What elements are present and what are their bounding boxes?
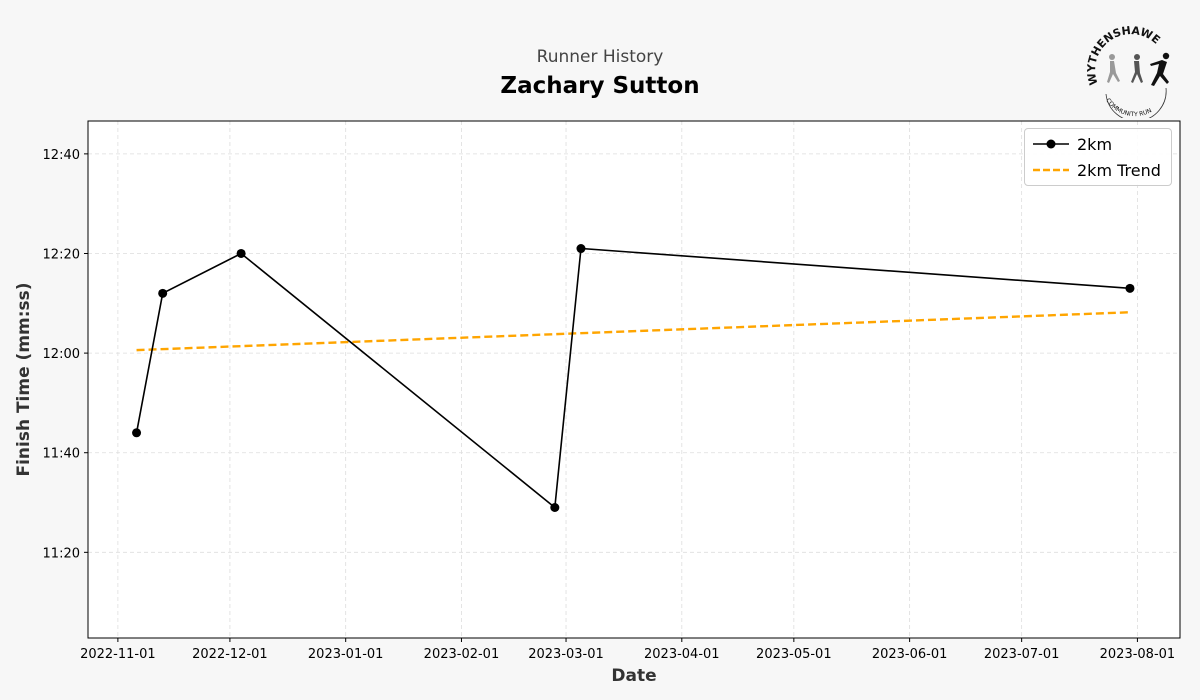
- x-tick-label: 2022-12-01: [192, 647, 268, 662]
- data-point: [576, 244, 586, 254]
- legend-line-solid-icon: [1033, 139, 1069, 149]
- trend-line: [136, 311, 1131, 352]
- data-point: [1125, 283, 1135, 293]
- wythenshawe-logo: WYTHENSHAWE COMMUNITY RUN: [1086, 26, 1170, 118]
- y-tick-label: 11:40: [43, 447, 80, 462]
- legend-label: 2km: [1077, 134, 1113, 154]
- plot-background: [88, 121, 1180, 638]
- legend-item-2km-trend: 2km Trend: [1033, 159, 1161, 181]
- data-point: [550, 503, 560, 513]
- x-tick-label: 2023-04-01: [644, 647, 720, 662]
- legend-item-2km: 2km: [1033, 133, 1112, 155]
- data-point: [236, 248, 246, 258]
- data-point: [158, 288, 168, 298]
- legend-line-dashed-icon: [1033, 168, 1069, 172]
- x-tick-label: 2023-08-01: [1100, 647, 1176, 662]
- y-tick-label: 12:00: [43, 347, 80, 362]
- y-tick-label: 12:20: [43, 247, 80, 262]
- legend: 2km 2km Trend: [1024, 128, 1172, 186]
- data-point: [132, 428, 142, 438]
- x-tick-label: 2023-01-01: [308, 647, 384, 662]
- y-axis-label: Finish Time (mm:ss): [14, 282, 34, 476]
- plot-frame: [87, 120, 1181, 639]
- svg-text:WYTHENSHAWE: WYTHENSHAWE: [1086, 26, 1163, 86]
- chart-subtitle: Runner History: [536, 47, 664, 67]
- series-line-2km: [135, 247, 1131, 510]
- x-tick-label: 2023-06-01: [872, 647, 948, 662]
- x-axis-label: Date: [611, 666, 656, 686]
- y-tick-label: 12:40: [43, 148, 80, 163]
- x-tick-label: 2023-02-01: [424, 647, 500, 662]
- chart-title: Zachary Sutton: [500, 73, 700, 99]
- x-tick-label: 2023-05-01: [756, 647, 832, 662]
- x-tick-label: 2022-11-01: [80, 647, 156, 662]
- y-tick-label: 11:20: [43, 546, 80, 561]
- x-tick-label: 2023-03-01: [528, 647, 604, 662]
- x-tick-label: 2023-07-01: [984, 647, 1060, 662]
- svg-text:COMMUNITY RUN: COMMUNITY RUN: [1104, 97, 1153, 118]
- legend-label: 2km Trend: [1077, 160, 1161, 180]
